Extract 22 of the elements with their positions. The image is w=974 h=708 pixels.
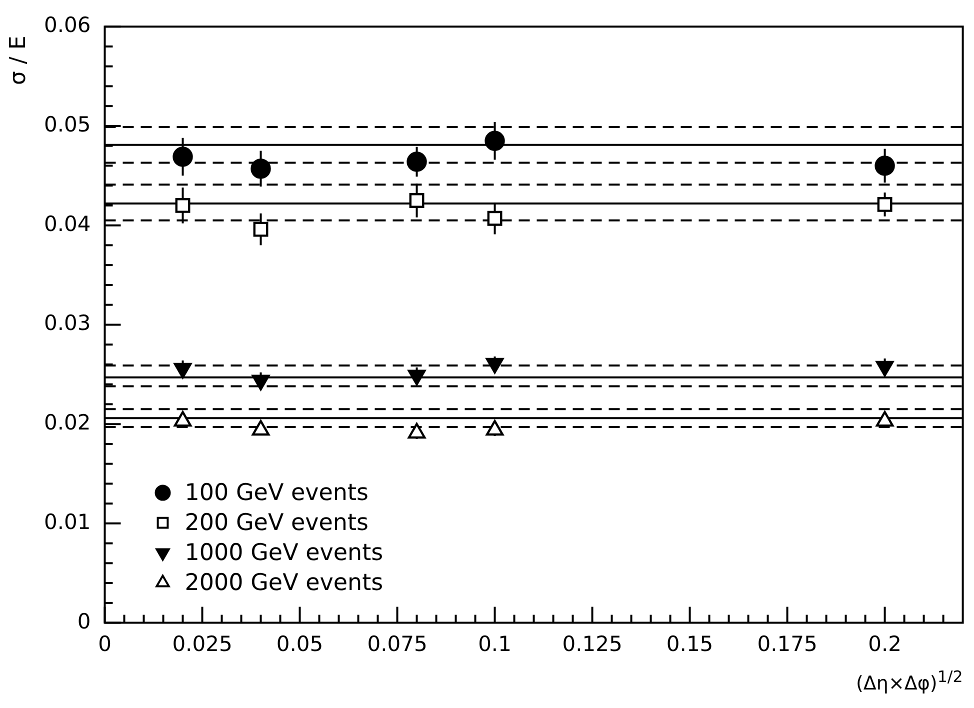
x-tick-label: 0.1 — [478, 632, 512, 656]
y-tick-label: 0.03 — [44, 311, 91, 336]
y-tick-label: 0.06 — [44, 13, 91, 38]
x-tick-label: 0 — [98, 632, 112, 656]
x-tick-label: 0.025 — [172, 632, 232, 656]
y-tick-label: 0.01 — [44, 510, 91, 534]
x-axis-title: (Δη×Δφ)$^{1/2}$ — [856, 666, 963, 694]
y-tick-label: 0.02 — [44, 410, 91, 435]
legend-label: 2000 GeV events — [184, 570, 384, 596]
legend-label: 1000 GeV events — [184, 540, 384, 566]
legend-label: 100 GeV events — [184, 480, 368, 506]
y-tick-label: 0.04 — [44, 212, 91, 236]
y-tick-label: 0.05 — [44, 112, 91, 136]
x-tick-label: 0.175 — [757, 632, 818, 656]
y-axis-title: σ / E — [6, 35, 31, 85]
x-tick-label: 0.2 — [868, 632, 902, 656]
x-tick-label: 0.075 — [367, 632, 428, 656]
x-tick-label: 0.15 — [666, 632, 714, 656]
x-tick-label: 0.125 — [562, 632, 622, 656]
legend-label: 200 GeV events — [184, 510, 368, 536]
x-tick-label: 0.05 — [276, 632, 324, 656]
y-tick-label: 0 — [77, 609, 91, 634]
